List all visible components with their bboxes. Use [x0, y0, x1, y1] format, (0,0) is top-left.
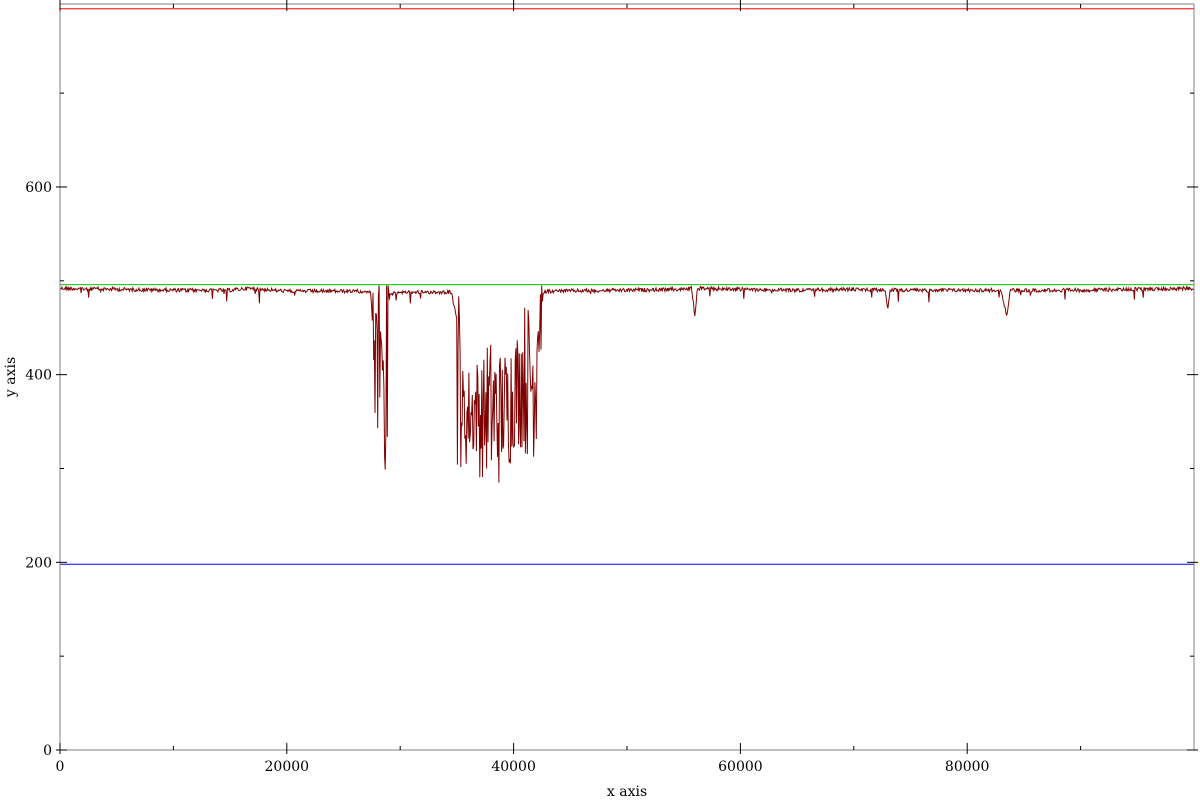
y-axis-label: y axis: [3, 357, 19, 398]
series-line-3: [60, 284, 1194, 483]
ticks-layer: [56, 0, 1198, 754]
x-tick-label: 60000: [718, 759, 763, 775]
x-tick-label: 40000: [491, 759, 536, 775]
series-layer: [60, 8, 1194, 565]
tick-labels: 0 20000 40000 60000 80000 0 200 400 600: [25, 180, 989, 775]
y-tick-label: 400: [25, 368, 52, 384]
y-tick-label: 600: [25, 180, 52, 196]
x-tick-label: 20000: [265, 759, 310, 775]
x-axis-label: x axis: [607, 784, 647, 800]
x-tick-label: 0: [56, 759, 65, 775]
x-tick-label: 80000: [945, 759, 990, 775]
y-tick-label: 0: [43, 743, 52, 759]
y-tick-label: 200: [25, 555, 52, 571]
plot-frame: [59, 3, 1195, 751]
